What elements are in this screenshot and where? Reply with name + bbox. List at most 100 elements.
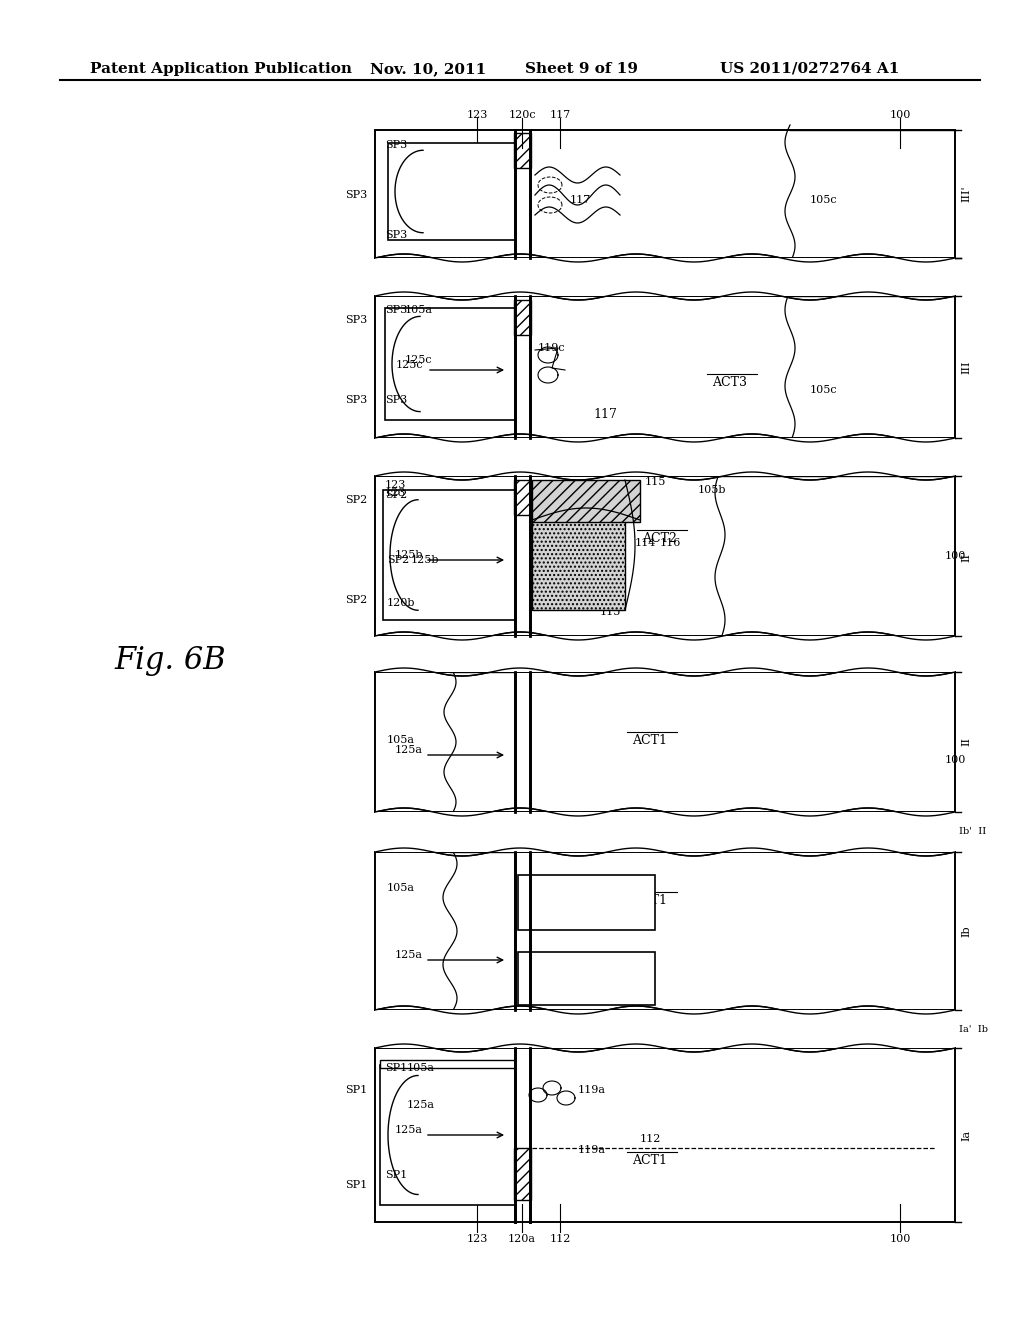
Text: 115: 115 — [645, 477, 667, 487]
Bar — [380, 1065, 515, 1205]
Text: III: III — [961, 360, 971, 374]
Text: 123: 123 — [466, 110, 487, 120]
Bar — [375, 438, 955, 477]
Text: 119a: 119a — [578, 1144, 606, 1155]
Text: US 2011/0272764 A1: US 2011/0272764 A1 — [720, 62, 899, 77]
Text: ACT1: ACT1 — [633, 1154, 668, 1167]
Text: SP2: SP2 — [345, 595, 367, 605]
Text: Nov. 10, 2011: Nov. 10, 2011 — [370, 62, 486, 77]
Bar — [514, 133, 531, 168]
Text: 125c: 125c — [406, 355, 432, 366]
Bar — [383, 490, 515, 620]
Text: 117: 117 — [593, 408, 616, 421]
Bar — [375, 296, 955, 438]
Bar — [375, 438, 955, 477]
Text: 105c: 105c — [810, 385, 838, 395]
Text: ACT3: ACT3 — [713, 375, 748, 388]
Text: Sheet 9 of 19: Sheet 9 of 19 — [525, 62, 638, 77]
Text: 125a: 125a — [395, 1125, 423, 1135]
Text: 112: 112 — [640, 1134, 662, 1144]
Text: 123: 123 — [466, 1234, 487, 1243]
Text: SP2: SP2 — [345, 495, 367, 506]
Text: ACT1: ACT1 — [633, 894, 668, 907]
Text: 117: 117 — [570, 195, 591, 205]
Text: 119c: 119c — [538, 343, 565, 352]
Text: 125a: 125a — [395, 744, 423, 755]
Bar — [375, 851, 955, 1010]
Text: SP1: SP1 — [385, 1170, 408, 1180]
Text: 120c: 120c — [508, 110, 536, 120]
Bar — [375, 129, 955, 257]
Bar — [388, 143, 515, 240]
Text: 123: 123 — [385, 480, 407, 490]
Bar — [518, 952, 655, 1005]
Text: 105c: 105c — [810, 195, 838, 205]
Text: SP3: SP3 — [345, 395, 367, 405]
Text: SP3: SP3 — [385, 395, 408, 405]
Bar — [380, 1060, 515, 1068]
Text: 116: 116 — [660, 539, 681, 548]
Bar — [375, 812, 955, 851]
Text: SP3: SP3 — [345, 190, 367, 201]
Text: Ia'  Ib: Ia' Ib — [959, 1024, 988, 1034]
Text: ACT2: ACT2 — [643, 532, 678, 544]
Bar — [375, 477, 955, 636]
Text: 125b: 125b — [411, 554, 439, 565]
Bar — [375, 257, 955, 296]
Text: 120b: 120b — [387, 598, 416, 609]
Text: 101: 101 — [574, 896, 598, 909]
Bar — [514, 480, 531, 515]
Text: 100: 100 — [889, 110, 910, 120]
Bar — [375, 636, 955, 672]
Text: 105a: 105a — [387, 883, 415, 894]
Bar — [375, 477, 955, 636]
Text: 125c: 125c — [395, 360, 423, 370]
Text: 100: 100 — [945, 550, 967, 561]
Text: 125a: 125a — [407, 1100, 435, 1110]
Text: SP1: SP1 — [345, 1085, 367, 1096]
Bar — [532, 520, 625, 610]
Text: 119a: 119a — [578, 1085, 606, 1096]
Bar — [375, 1010, 955, 1048]
Bar — [375, 257, 955, 296]
Bar — [385, 308, 515, 420]
Text: 123: 123 — [385, 488, 407, 498]
Bar — [375, 1048, 955, 1222]
Text: ACT1: ACT1 — [633, 734, 668, 747]
Text: SP3: SP3 — [345, 315, 367, 325]
Text: III': III' — [961, 186, 971, 202]
Text: 117: 117 — [549, 110, 570, 120]
Text: 125b: 125b — [394, 550, 423, 560]
Text: SP3: SP3 — [385, 230, 408, 240]
Text: Ia: Ia — [961, 1130, 971, 1140]
Text: Ib'  II: Ib' II — [959, 828, 986, 837]
Bar — [375, 812, 955, 851]
Text: II: II — [961, 738, 971, 747]
Text: SP1: SP1 — [345, 1180, 367, 1191]
Text: Fig. 6B: Fig. 6B — [115, 644, 226, 676]
Text: 100: 100 — [889, 1234, 910, 1243]
Bar — [532, 480, 640, 521]
Bar — [375, 129, 955, 257]
Text: 120a: 120a — [508, 1234, 536, 1243]
Text: 105b: 105b — [698, 484, 726, 495]
Text: SP1: SP1 — [385, 1063, 408, 1073]
Text: 105a: 105a — [407, 1063, 435, 1073]
Bar — [375, 672, 955, 812]
Text: 115: 115 — [600, 607, 622, 616]
Text: Patent Application Publication: Patent Application Publication — [90, 62, 352, 77]
Bar — [375, 672, 955, 812]
Text: SP3: SP3 — [385, 140, 408, 150]
Text: SP2: SP2 — [387, 554, 410, 565]
Text: 101: 101 — [574, 972, 598, 985]
Text: 105a: 105a — [406, 305, 433, 315]
Bar — [514, 300, 531, 335]
Text: SP2: SP2 — [385, 490, 408, 500]
Text: 125a: 125a — [395, 950, 423, 960]
Text: 105a: 105a — [387, 735, 415, 744]
Text: 112: 112 — [549, 1234, 570, 1243]
Text: 114: 114 — [635, 539, 656, 548]
Bar — [375, 636, 955, 672]
Bar — [514, 1148, 531, 1200]
Bar — [375, 851, 955, 1010]
